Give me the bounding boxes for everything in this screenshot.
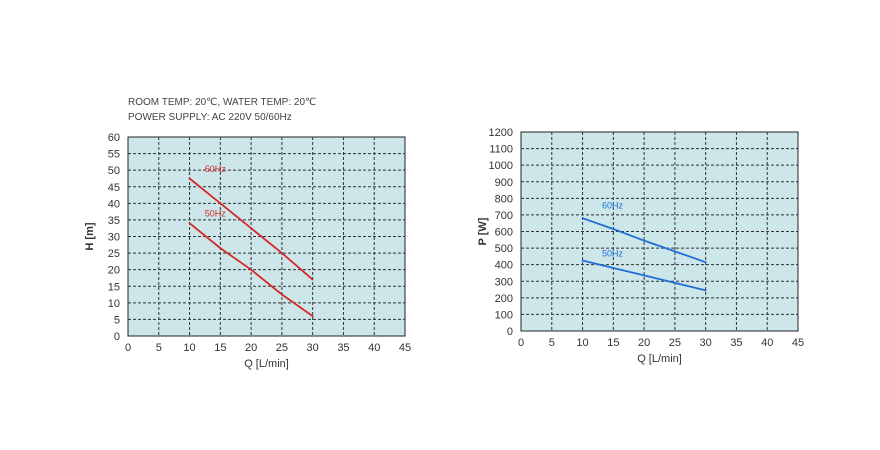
data-point-60hz: [612, 228, 615, 230]
y-tick-label: 1000: [489, 160, 513, 172]
y-tick-label: 15: [108, 281, 120, 293]
data-point-50hz: [311, 315, 314, 317]
y-tick-label: 20: [108, 265, 120, 277]
y-tick-label: 50: [108, 165, 120, 177]
x-tick-label: 20: [638, 337, 650, 349]
x-tick-label: 0: [518, 337, 524, 349]
data-point-50hz: [704, 289, 707, 292]
y-tick-label: 40: [108, 198, 120, 210]
x-tick-label: 15: [607, 337, 619, 349]
data-point-50hz: [612, 267, 615, 269]
series-label-60hz: 60Hz: [205, 164, 227, 174]
y-tick-label: 900: [495, 177, 513, 189]
x-tick-label: 35: [337, 342, 349, 354]
x-tick-label: 10: [576, 337, 588, 349]
x-tick-label: 15: [214, 342, 226, 354]
x-tick-label: 20: [245, 342, 257, 354]
y-tick-label: 1200: [489, 127, 513, 139]
data-point-60hz: [250, 227, 253, 230]
data-point-60hz: [188, 177, 191, 180]
y-tick-label: 700: [495, 210, 513, 222]
y-tick-label: 1100: [489, 144, 513, 156]
x-tick-label: 30: [700, 337, 712, 349]
x-tick-label: 35: [730, 337, 742, 349]
y-axis-label: H [m]: [84, 222, 96, 250]
data-point-50hz: [250, 268, 253, 271]
x-tick-label: 45: [792, 337, 804, 349]
data-point-60hz: [219, 202, 222, 205]
y-tick-label: 500: [495, 243, 513, 255]
y-tick-label: 100: [495, 309, 513, 321]
series-label-60hz: 60Hz: [602, 200, 624, 210]
y-tick-label: 35: [108, 215, 120, 227]
data-point-60hz: [311, 278, 314, 281]
data-point-50hz: [643, 274, 646, 277]
data-point-50hz: [673, 282, 676, 284]
x-tick-label: 30: [307, 342, 319, 354]
x-tick-label: 25: [276, 342, 288, 354]
x-tick-label: 40: [368, 342, 380, 354]
data-point-60hz: [673, 250, 676, 253]
y-tick-label: 45: [108, 182, 120, 194]
x-tick-label: 25: [669, 337, 681, 349]
y-tick-label: 30: [108, 232, 120, 244]
chart-power: 0 5 10 15 20 25 30 35 40 45 0 100 200 300 400 500 600 700…: [477, 127, 804, 365]
data-point-60hz: [643, 239, 646, 242]
y-tick-label: 600: [495, 227, 513, 239]
y-tick-label: 5: [114, 314, 120, 326]
y-tick-label: 55: [108, 149, 120, 161]
x-tick-label: 10: [183, 342, 195, 354]
x-tick-label: 0: [125, 342, 131, 354]
x-tick-label: 5: [156, 342, 162, 354]
x-axis-label: Q [L/min]: [244, 358, 289, 370]
data-point-60hz: [704, 261, 707, 264]
x-axis-label: Q [L/min]: [637, 353, 682, 365]
y-tick-label: 300: [495, 276, 513, 288]
test-conditions-power-supply: POWER SUPPLY: AC 220V 50/60Hz: [128, 112, 292, 123]
data-point-50hz: [280, 293, 283, 296]
x-tick-label: 45: [399, 342, 411, 354]
x-tick-label: 40: [761, 337, 773, 349]
series-label-50hz: 50Hz: [205, 209, 227, 219]
series-label-50hz: 50Hz: [602, 248, 624, 258]
data-point-50hz: [188, 222, 191, 225]
y-tick-label: 60: [108, 132, 120, 144]
data-point-60hz: [581, 217, 584, 220]
chart-head: 0 5 10 15 20 25 30 35 40 45 0 5 10 15 20 25 30 35 40 45 50 55…: [84, 132, 411, 370]
y-axis-label: P [W]: [477, 217, 489, 245]
y-tick-label: 200: [495, 293, 513, 305]
y-tick-label: 0: [114, 331, 120, 343]
data-point-50hz: [581, 259, 584, 262]
test-conditions-temperature: ROOM TEMP: 20℃, WATER TEMP: 20℃: [128, 97, 317, 108]
data-point-60hz: [280, 252, 283, 254]
y-tick-label: 0: [507, 326, 513, 338]
y-tick-label: 10: [108, 298, 120, 310]
x-tick-label: 5: [549, 337, 555, 349]
data-point-50hz: [219, 247, 222, 250]
y-tick-label: 25: [108, 248, 120, 260]
y-tick-label: 800: [495, 193, 513, 205]
y-tick-label: 400: [495, 260, 513, 272]
